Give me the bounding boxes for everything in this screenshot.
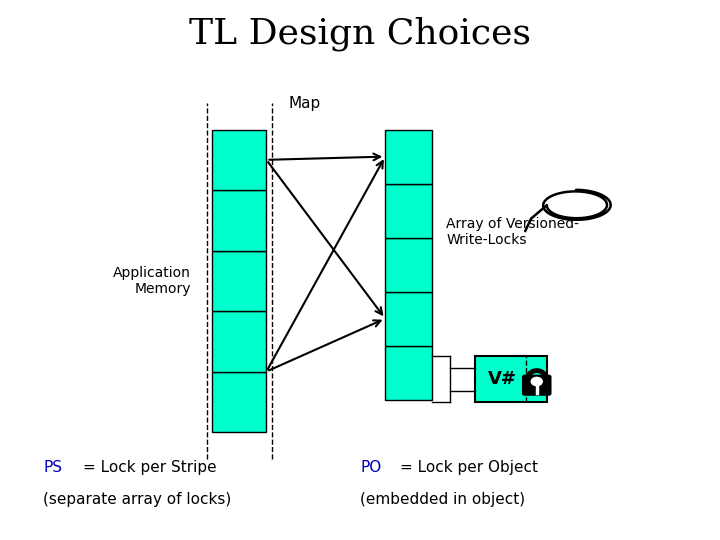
Bar bbox=[212, 372, 266, 432]
Bar bbox=[385, 346, 432, 400]
Bar bbox=[212, 130, 266, 190]
Text: (separate array of locks): (separate array of locks) bbox=[43, 492, 231, 507]
Bar bbox=[385, 184, 432, 238]
Text: Array of Versioned-
Write-Locks: Array of Versioned- Write-Locks bbox=[446, 217, 580, 247]
Text: Application
Memory: Application Memory bbox=[113, 266, 191, 296]
Text: PO: PO bbox=[360, 460, 382, 475]
Text: PS: PS bbox=[43, 460, 62, 475]
Bar bbox=[475, 356, 547, 402]
Text: Map: Map bbox=[288, 96, 320, 111]
Bar bbox=[212, 251, 266, 311]
Bar bbox=[385, 130, 432, 184]
Bar bbox=[212, 311, 266, 372]
Bar bbox=[385, 292, 432, 346]
Text: V#: V# bbox=[488, 370, 517, 388]
Bar bbox=[212, 190, 266, 251]
Text: = Lock per Object: = Lock per Object bbox=[400, 460, 538, 475]
FancyBboxPatch shape bbox=[522, 375, 552, 396]
Circle shape bbox=[531, 377, 542, 386]
Bar bbox=[385, 238, 432, 292]
Text: = Lock per Stripe: = Lock per Stripe bbox=[83, 460, 217, 475]
Text: TL Design Choices: TL Design Choices bbox=[189, 16, 531, 51]
Text: (embedded in object): (embedded in object) bbox=[360, 492, 525, 507]
